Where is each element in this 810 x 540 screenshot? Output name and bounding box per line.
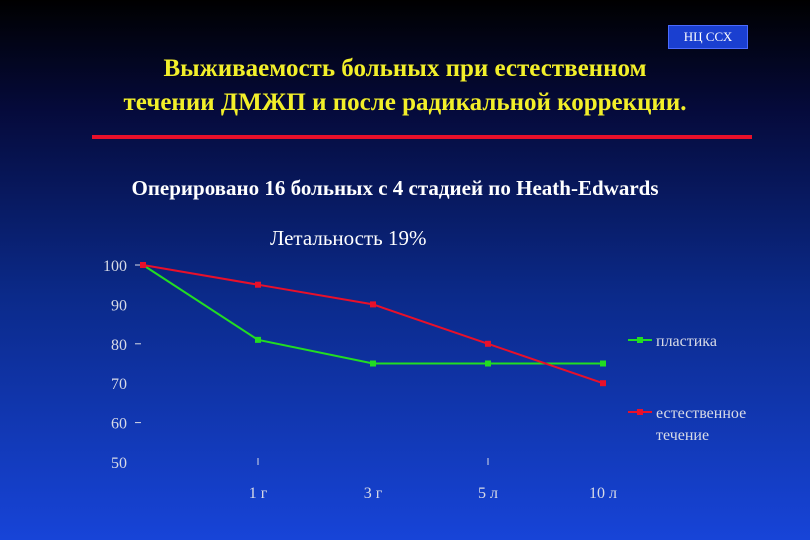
slide-title: Выживаемость больных при естественном те… — [60, 52, 750, 120]
legend-label: течение — [656, 427, 709, 444]
x-tick-label: 3 г — [364, 485, 383, 502]
data-point — [255, 281, 261, 288]
title-divider — [92, 135, 752, 139]
data-point — [485, 340, 491, 347]
y-tick-label: 80 — [111, 337, 127, 354]
legend-label: пластика — [656, 333, 717, 350]
series-layer — [140, 262, 606, 387]
x-tick-label: 10 л — [589, 485, 617, 502]
data-point — [600, 360, 606, 367]
title-line-1: Выживаемость больных при естественном — [163, 55, 647, 82]
y-tick-label: 70 — [111, 376, 127, 393]
mortality-text: Летальность 19% — [270, 226, 427, 250]
legend-swatch-marker — [637, 409, 643, 415]
x-axis: 1 г 3 г 5 л 10 л — [249, 458, 617, 502]
operated-count-text: Оперировано 16 больных с 4 стадией по He… — [131, 176, 659, 200]
data-point — [370, 360, 376, 367]
title-line-2: течении ДМЖП и после радикальной коррекц… — [123, 89, 687, 116]
legend-swatch-marker — [637, 337, 643, 343]
data-point — [140, 262, 146, 268]
y-tick-label: 100 — [103, 258, 127, 275]
data-point — [370, 301, 376, 308]
y-axis: 100 90 80 70 60 50 — [103, 258, 141, 472]
data-point — [485, 360, 491, 367]
y-tick-label: 50 — [111, 455, 127, 472]
legend-label: естественное — [656, 405, 746, 422]
institution-badge: НЦ ССХ — [668, 25, 748, 49]
x-tick-label: 1 г — [249, 485, 268, 502]
y-tick-label: 60 — [111, 416, 127, 433]
data-point — [255, 336, 261, 343]
x-tick-label: 5 л — [478, 485, 498, 502]
data-point — [600, 380, 606, 387]
chart-legend: пластика естественное течение — [628, 333, 746, 444]
y-tick-label: 90 — [111, 297, 127, 314]
series-line-1 — [142, 264, 603, 365]
